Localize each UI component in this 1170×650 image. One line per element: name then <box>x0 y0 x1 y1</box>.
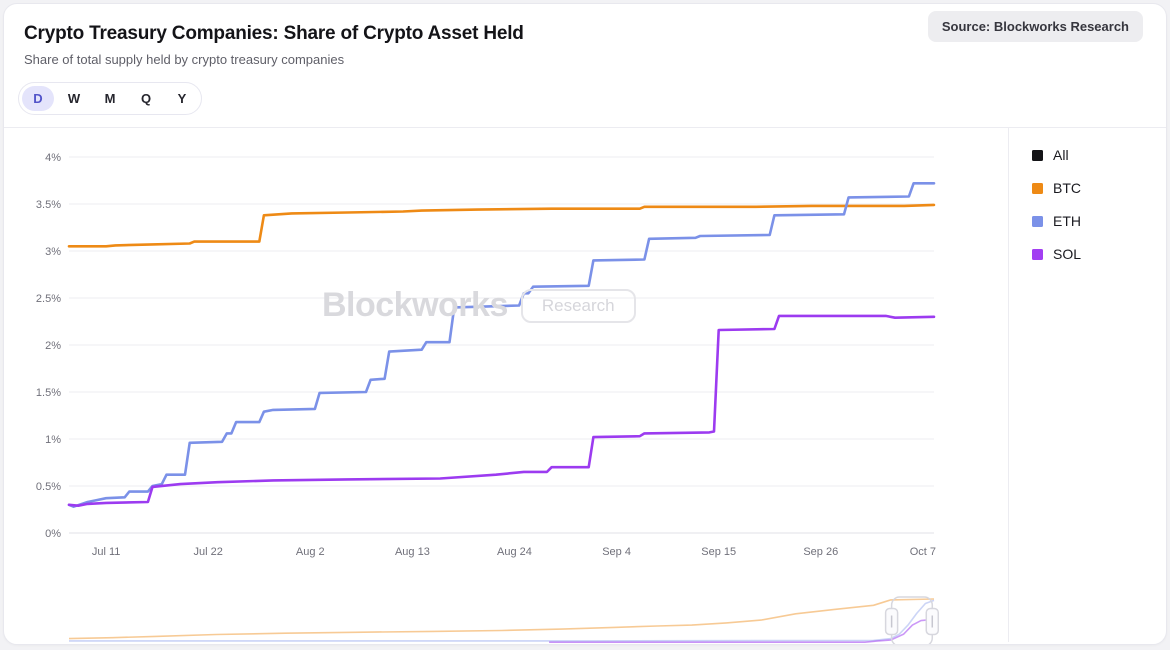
svg-text:Sep 26: Sep 26 <box>803 546 838 558</box>
range-button-daily[interactable]: D <box>22 86 54 111</box>
legend-swatch-eth <box>1032 215 1043 227</box>
svg-text:3.5%: 3.5% <box>36 199 61 211</box>
svg-text:3%: 3% <box>45 246 61 258</box>
svg-text:1.5%: 1.5% <box>36 387 61 399</box>
svg-text:4%: 4% <box>45 152 61 164</box>
range-button-quarterly[interactable]: Q <box>130 86 162 111</box>
svg-text:0%: 0% <box>45 528 61 540</box>
legend-swatch-btc <box>1032 182 1043 194</box>
chart-region: 0% 0.5% 1% 1.5% 2% 2.5% 3% 3.5% 4% Jul 11 Jul 22 Au… <box>4 128 1166 645</box>
legend-label-sol: SOL <box>1053 246 1082 262</box>
svg-text:Aug 13: Aug 13 <box>395 546 430 558</box>
legend-label-all: All <box>1053 147 1069 163</box>
svg-text:Sep 15: Sep 15 <box>701 546 736 558</box>
range-button-weekly[interactable]: W <box>58 86 90 111</box>
range-button-monthly[interactable]: M <box>94 86 126 111</box>
page-subtitle: Share of total supply held by crypto tre… <box>24 52 345 67</box>
source-badge: Source: Blockworks Research <box>927 11 1143 42</box>
header: Crypto Treasury Companies: Share of Cryp… <box>4 4 1166 67</box>
header-divider <box>4 127 1166 128</box>
legend-swatch-all <box>1032 149 1043 161</box>
range-button-yearly[interactable]: Y <box>166 86 198 111</box>
svg-text:Sep 4: Sep 4 <box>602 546 631 558</box>
chart-column: 0% 0.5% 1% 1.5% 2% 2.5% 3% 3.5% 4% Jul 11 Jul 22 Au… <box>4 128 1008 645</box>
svg-text:Oct 7: Oct 7 <box>910 546 936 558</box>
svg-text:2.5%: 2.5% <box>36 293 61 305</box>
svg-text:Jul 22: Jul 22 <box>194 546 223 558</box>
legend-label-eth: ETH <box>1053 213 1081 229</box>
legend: All BTC ETH SOL <box>1008 128 1166 642</box>
range-selector: D W M Q Y <box>18 82 202 115</box>
legend-swatch-sol <box>1032 248 1043 260</box>
svg-text:Jul 11: Jul 11 <box>92 546 121 558</box>
svg-text:Aug 24: Aug 24 <box>497 546 532 558</box>
legend-item-sol[interactable]: SOL <box>1032 244 1166 264</box>
legend-label-btc: BTC <box>1053 180 1081 196</box>
legend-item-btc[interactable]: BTC <box>1032 178 1166 198</box>
svg-text:0.5%: 0.5% <box>36 481 61 493</box>
svg-text:Aug 2: Aug 2 <box>296 546 325 558</box>
legend-item-eth[interactable]: ETH <box>1032 211 1166 231</box>
navigator-mini-chart[interactable] <box>4 583 1008 645</box>
svg-text:2%: 2% <box>45 340 61 352</box>
chart-card: Crypto Treasury Companies: Share of Cryp… <box>3 3 1167 645</box>
svg-text:1%: 1% <box>45 434 61 446</box>
page-title: Crypto Treasury Companies: Share of Cryp… <box>24 23 524 44</box>
legend-item-all[interactable]: All <box>1032 145 1166 165</box>
main-line-chart[interactable]: 0% 0.5% 1% 1.5% 2% 2.5% 3% 3.5% 4% Jul 11 Jul 22 Au… <box>4 128 1008 578</box>
